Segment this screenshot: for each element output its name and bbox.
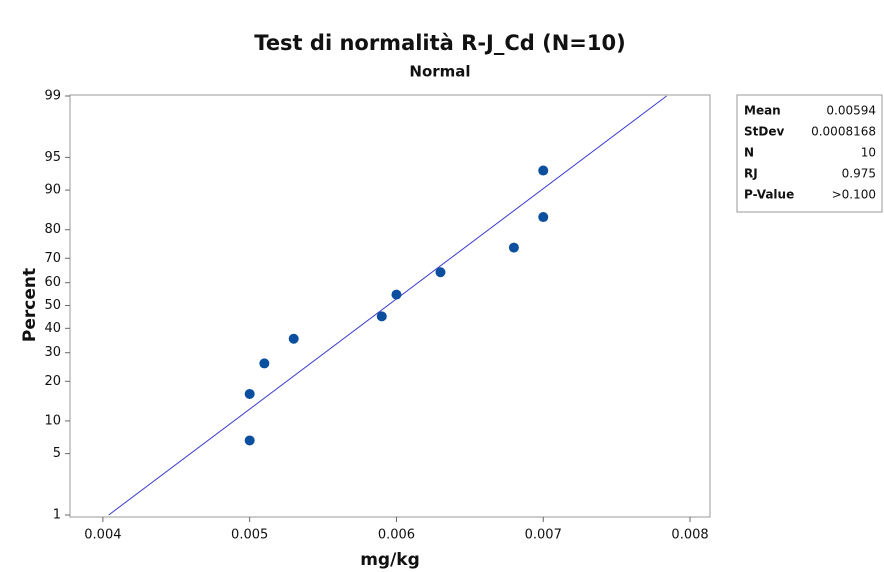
- stat-label: P-Value: [744, 188, 794, 202]
- y-tick-label: 99: [44, 89, 61, 104]
- point: [244, 435, 255, 446]
- x-tick-label: 0.008: [671, 528, 708, 543]
- fit-line: [108, 95, 667, 516]
- x-tick-label: 0.005: [231, 528, 268, 543]
- y-tick-label: 50: [44, 298, 61, 313]
- point: [244, 388, 255, 399]
- point: [376, 311, 387, 322]
- stats-box: [736, 94, 883, 213]
- stat-label: N: [744, 146, 754, 160]
- stat-value: 0.0008168: [811, 125, 876, 139]
- point: [391, 289, 402, 300]
- point: [538, 165, 549, 176]
- y-tick-label: 5: [53, 446, 61, 461]
- x-tick-label: 0.006: [378, 528, 415, 543]
- point: [538, 212, 549, 223]
- plot-frame: [69, 94, 711, 518]
- y-tick-label: 95: [44, 150, 61, 165]
- chart-title: Test di normalità R-J_Cd (N=10): [254, 31, 625, 55]
- y-tick-label: 70: [44, 251, 61, 266]
- y-tick-label: 10: [44, 413, 61, 428]
- stat-value: 0.975: [842, 167, 876, 181]
- y-tick-label: 60: [44, 275, 61, 290]
- y-tick-label: 40: [44, 321, 61, 336]
- y-tick-label: 80: [44, 222, 61, 237]
- chart-subtitle: Normal: [409, 63, 470, 81]
- y-tick-label: 90: [44, 183, 61, 198]
- y-tick-label: 1: [53, 508, 61, 523]
- x-axis-label: mg/kg: [360, 550, 420, 570]
- y-tick-label: 30: [44, 345, 61, 360]
- stat-value: 10: [861, 146, 876, 160]
- stat-value: >0.100: [832, 188, 876, 202]
- point: [288, 333, 299, 344]
- point: [259, 358, 270, 369]
- stat-label: StDev: [744, 125, 784, 139]
- point: [508, 242, 519, 253]
- stat-label: RJ: [744, 167, 758, 181]
- y-tick-label: 20: [44, 374, 61, 389]
- point: [435, 267, 446, 278]
- x-tick-label: 0.004: [84, 528, 121, 543]
- y-axis-label: Percent: [20, 268, 40, 342]
- x-tick-label: 0.007: [525, 528, 562, 543]
- stat-value: 0.00594: [826, 104, 876, 118]
- stat-label: Mean: [744, 104, 781, 118]
